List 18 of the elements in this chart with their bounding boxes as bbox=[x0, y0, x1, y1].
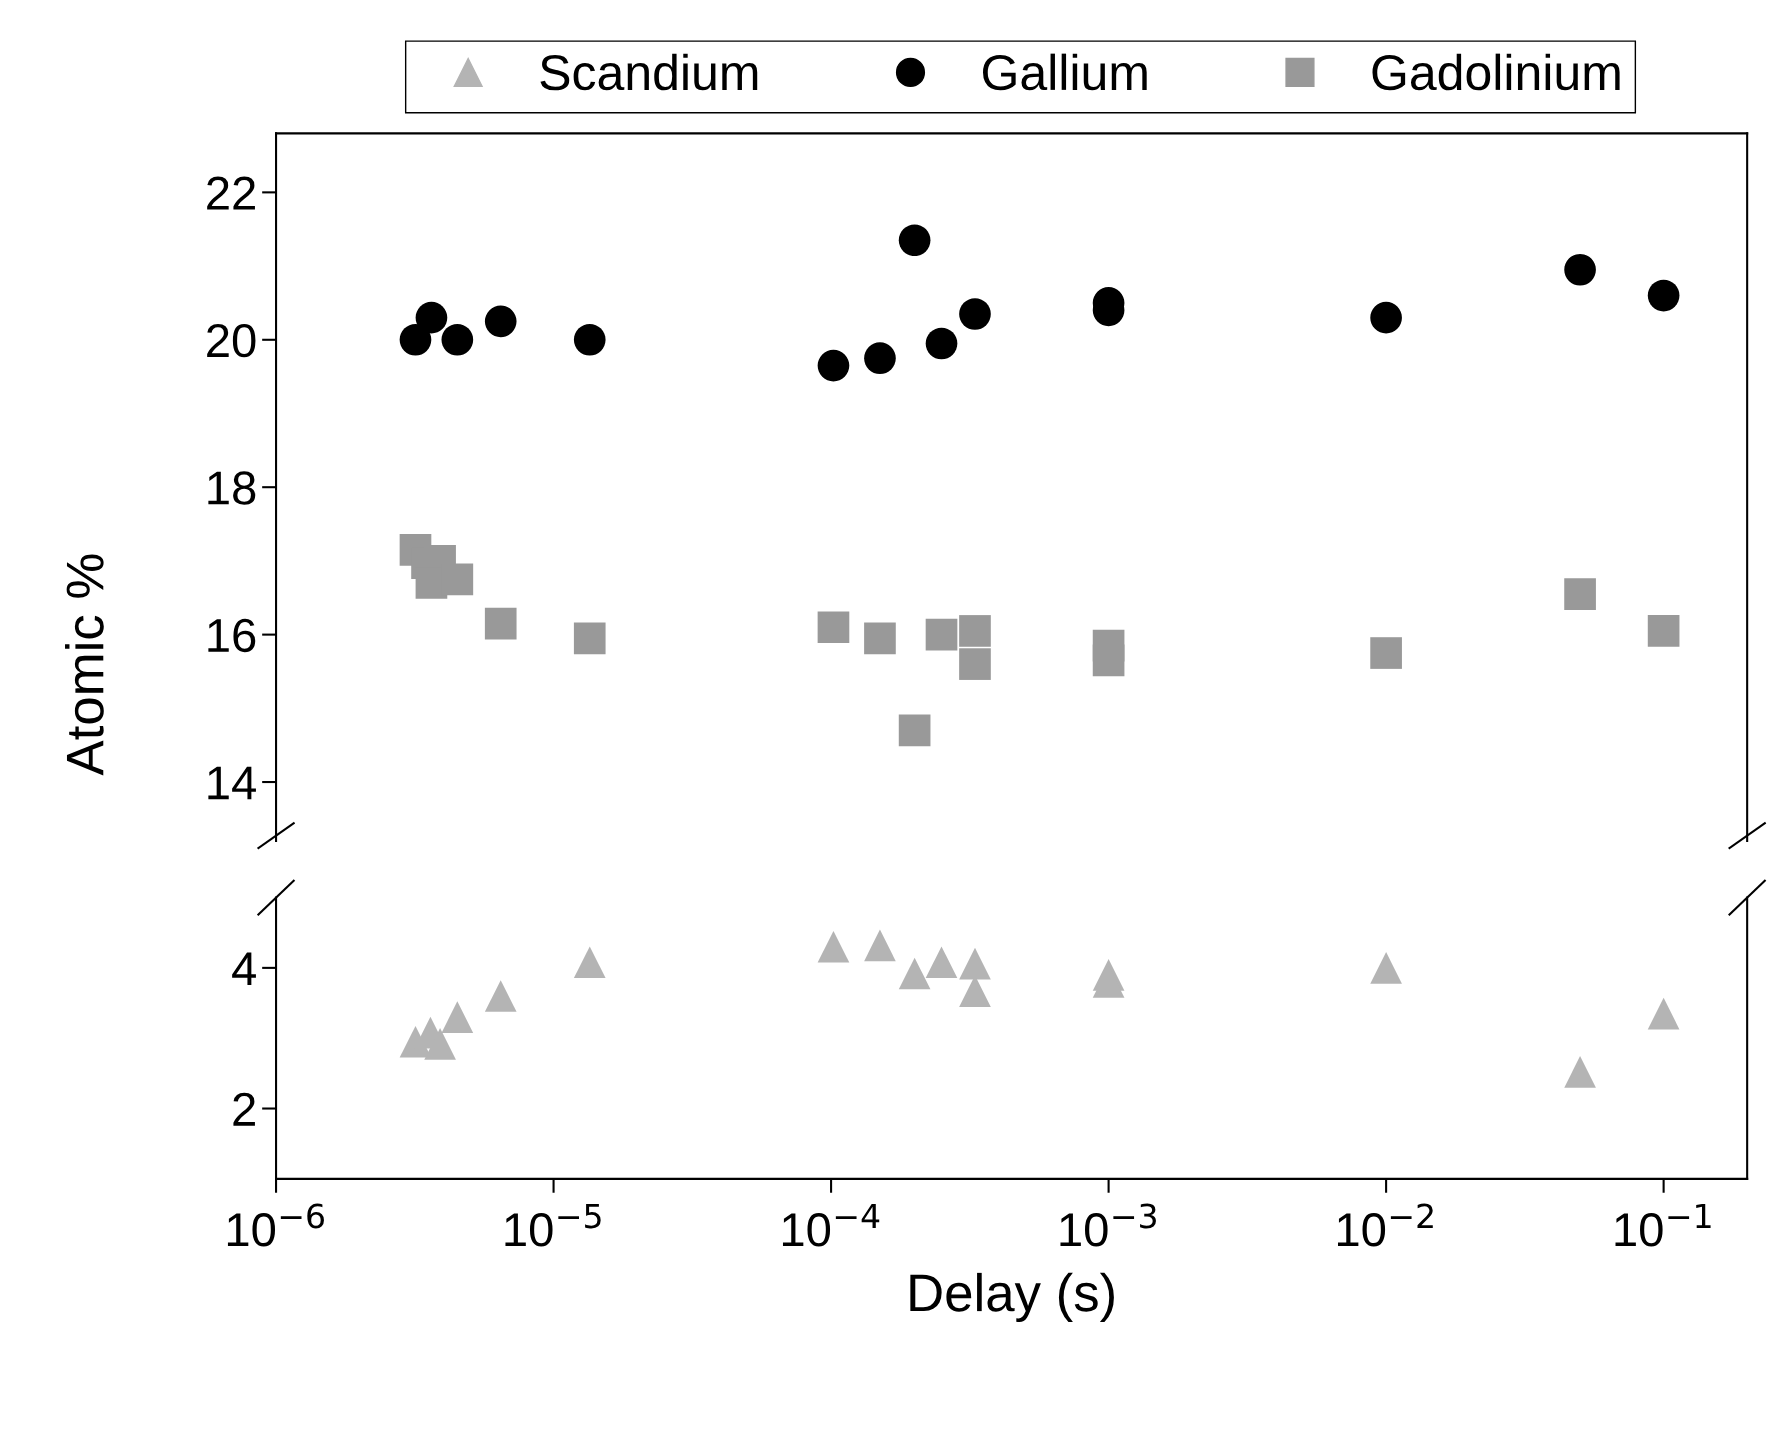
legend-label: Gallium bbox=[983, 53, 1147, 91]
x-tick-label: 10$^{−4}$ bbox=[782, 1203, 880, 1247]
y-tick-label: 4 bbox=[232, 952, 256, 985]
y-tick-label: 22 bbox=[207, 176, 255, 210]
y-tick-label: 18 bbox=[208, 471, 256, 505]
y-tick-label: 2 bbox=[233, 1092, 255, 1126]
x-tick-label: 10$^{−3}$ bbox=[1060, 1203, 1156, 1247]
y-axis-title: Atomic % bbox=[65, 554, 104, 776]
legend-label: Scandium bbox=[540, 53, 758, 91]
x-tick-label: 10$^{−6}$ bbox=[227, 1203, 324, 1247]
x-axis-title: Delay (s) bbox=[910, 1272, 1114, 1323]
x-tick-label: 10$^{−5}$ bbox=[505, 1203, 601, 1247]
y-tick-label: 14 bbox=[208, 766, 256, 800]
legend-label: Gadolinium bbox=[1372, 53, 1620, 91]
y-tick-label: 16 bbox=[208, 618, 256, 653]
x-tick-label: 10$^{−1}$ bbox=[1615, 1203, 1711, 1247]
y-tick-label: 20 bbox=[207, 323, 256, 358]
x-tick-label: 10$^{−2}$ bbox=[1338, 1203, 1433, 1247]
